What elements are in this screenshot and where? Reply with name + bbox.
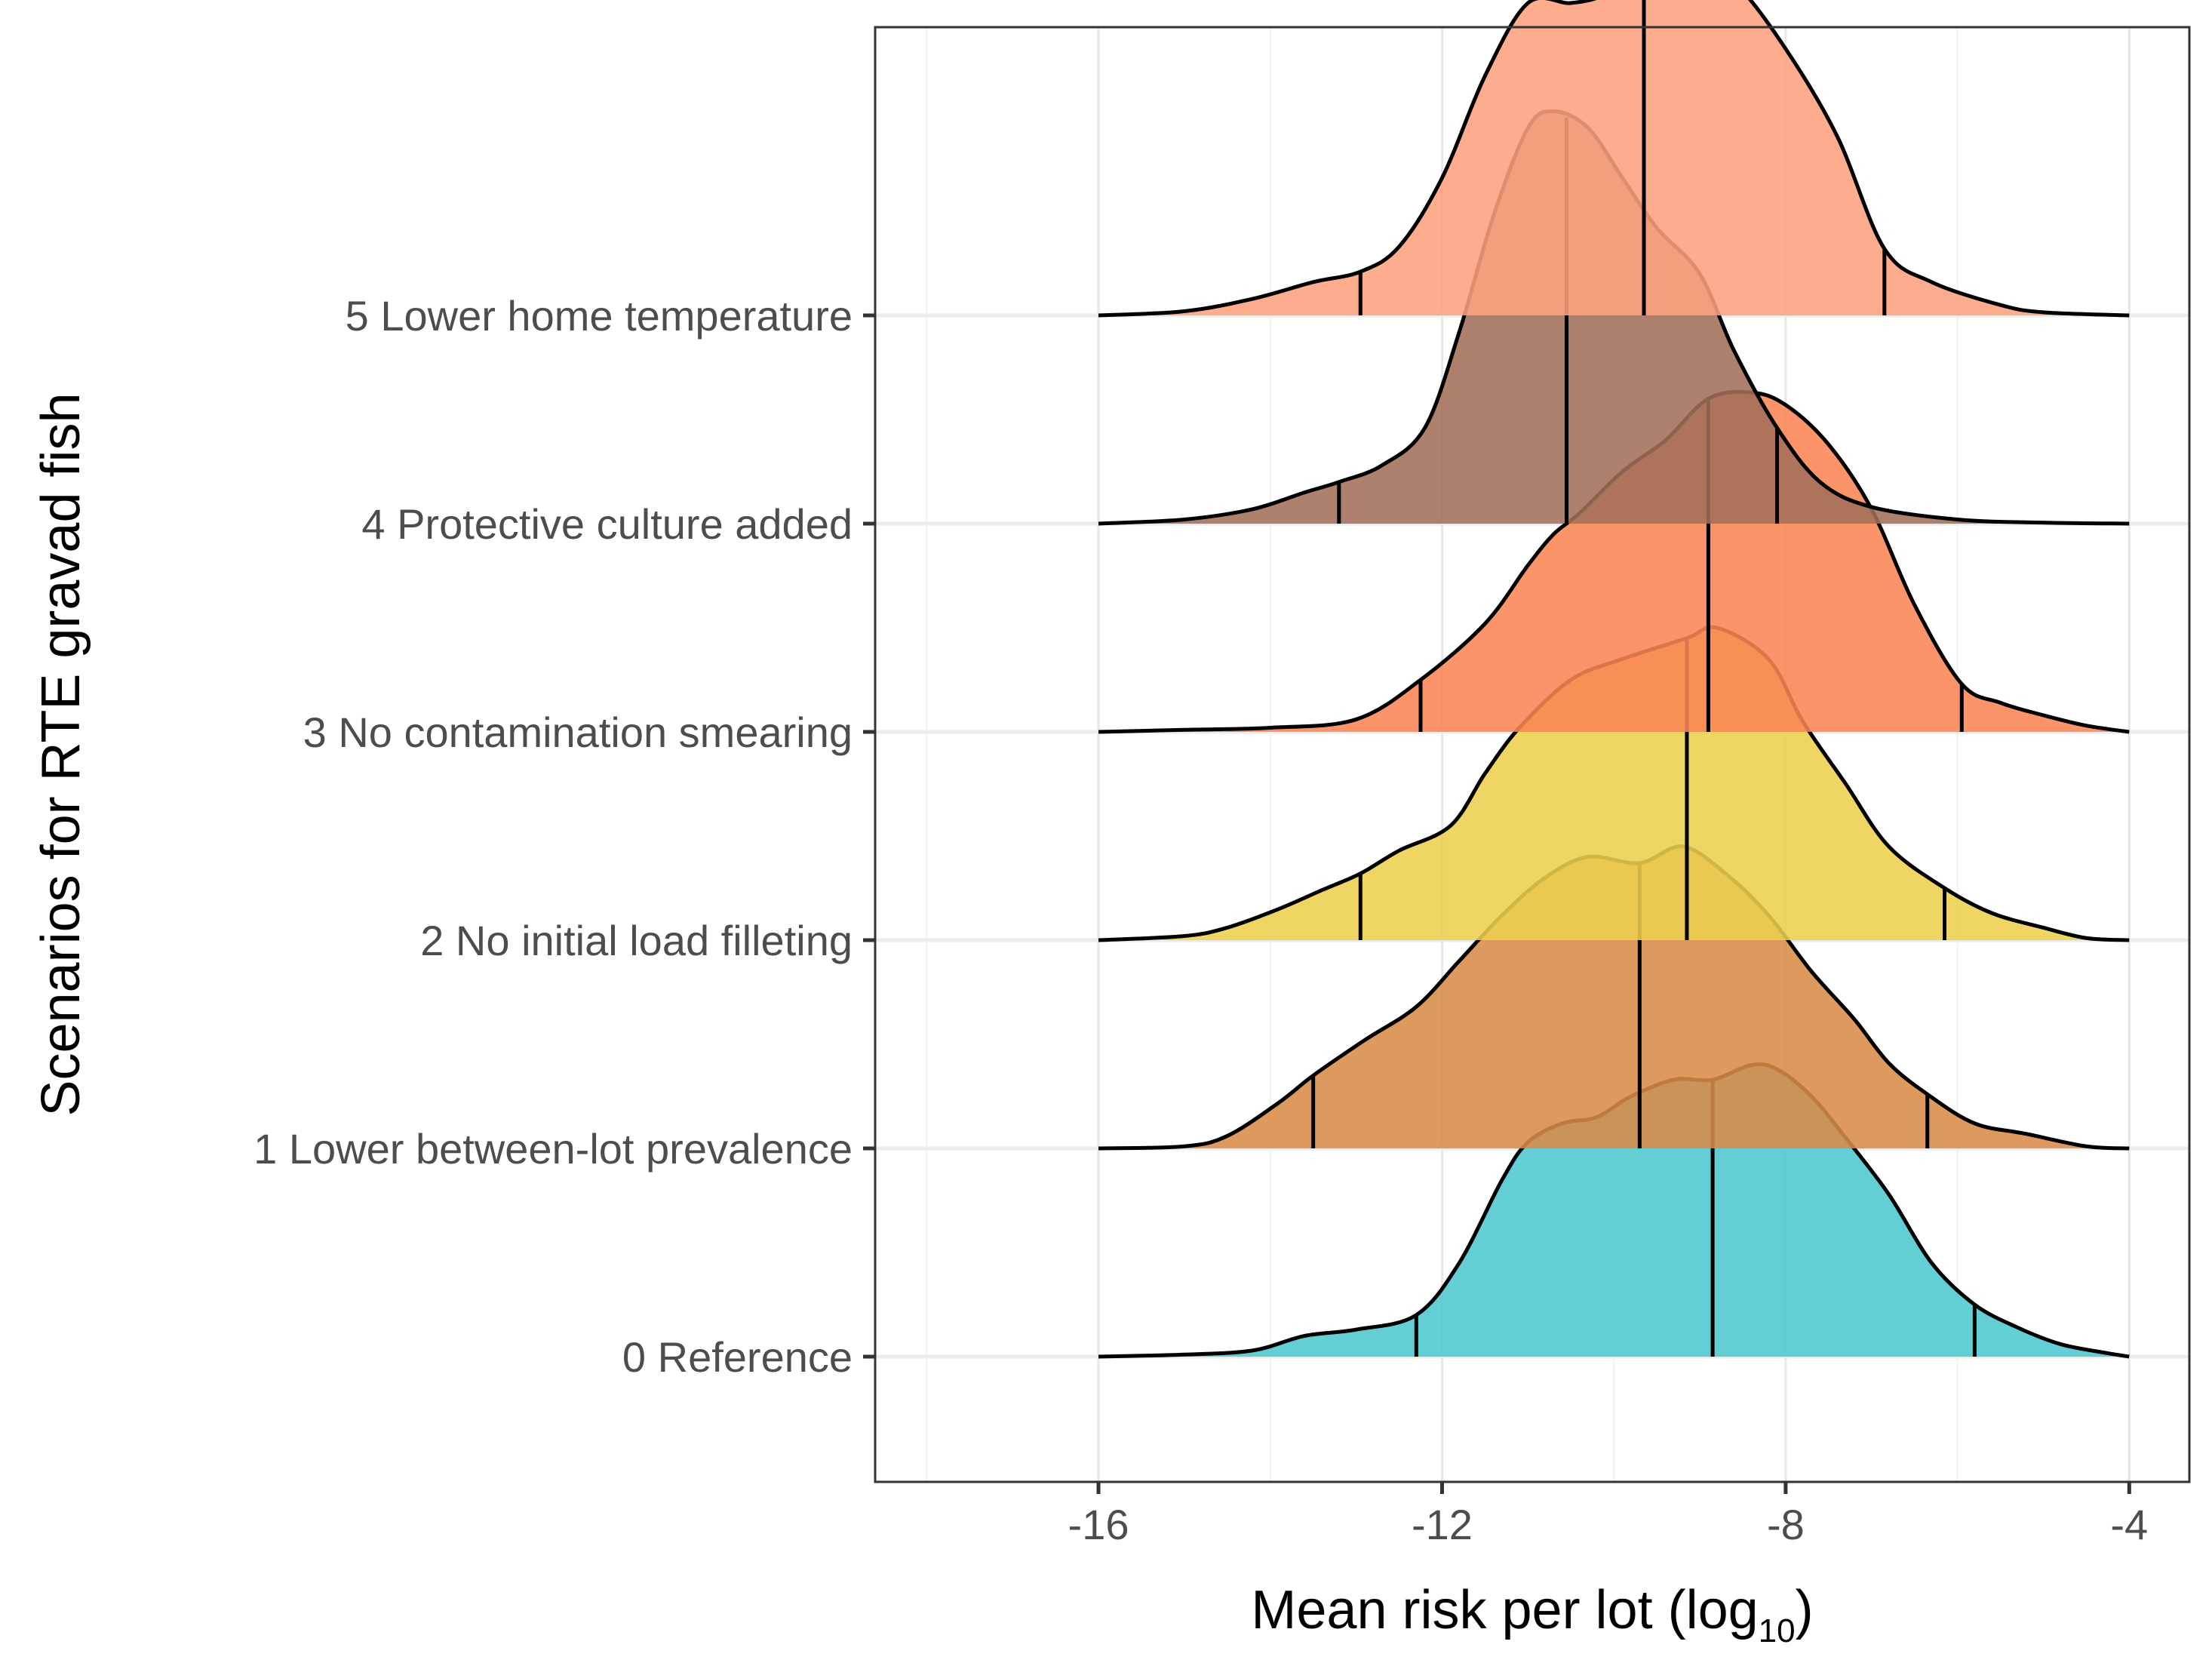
x-tick-label: -16 — [1068, 1501, 1129, 1548]
y-tick-label: 2 No initial load filleting — [420, 917, 853, 964]
ridge-outline — [1098, 0, 2130, 318]
y-axis: 0 Reference 1 Lower between-lot prevalenc… — [253, 292, 875, 1381]
x-tick-label: -8 — [1767, 1501, 1805, 1548]
y-axis-title: Scenarios for RTE gravad fish — [31, 392, 91, 1116]
y-tick-label: 4 Protective culture added — [361, 500, 853, 548]
x-axis: -16 -12 -8 -4 — [1068, 1482, 2148, 1548]
panel-border — [874, 26, 2191, 1483]
y-tick-label: 5 Lower home temperature — [346, 292, 853, 340]
x-axis-title-subscript: 10 — [1759, 1612, 1796, 1649]
x-axis-title-main: Mean risk per lot (log — [1251, 1580, 1758, 1640]
ridge-area — [1098, 1064, 2130, 1357]
ridge-area — [1098, 626, 2130, 940]
y-tick-label: 3 No contamination smearing — [303, 709, 853, 756]
x-tick-label: -12 — [1412, 1501, 1473, 1548]
x-axis-title-close: ) — [1796, 1580, 1814, 1640]
ridge-area — [1098, 392, 2130, 732]
ridge-area — [1098, 111, 2130, 524]
y-tick-label: 1 Lower between-lot prevalence — [253, 1125, 853, 1173]
ridge-area — [1098, 0, 2130, 315]
y-tick-label: 0 Reference — [622, 1333, 853, 1381]
x-axis-title: Mean risk per lot (log10) — [1251, 1580, 1813, 1649]
ridge-area — [1098, 846, 2130, 1148]
ridge-layer — [1098, 0, 2130, 1359]
x-tick-label: -4 — [2110, 1501, 2148, 1548]
